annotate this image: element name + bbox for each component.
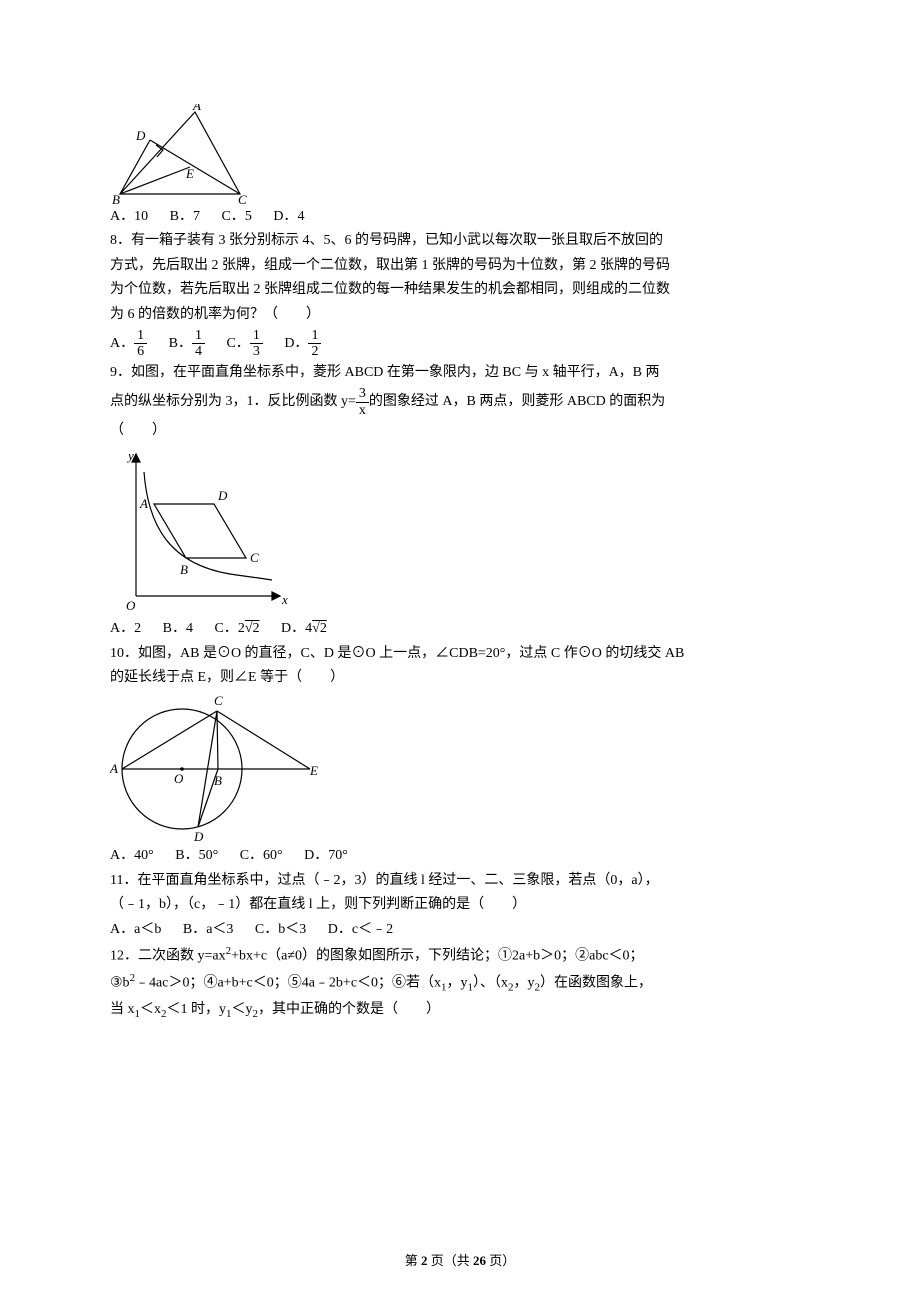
q12-block: 12．二次函数 y=ax2+bx+c（a≠0）的图象如图所示，下列结论；①2a+… xyxy=(110,943,810,1023)
q10-label-B: B xyxy=(214,773,222,788)
q11-choice-A: A．a＜b xyxy=(110,919,161,941)
q10-label-O: O xyxy=(174,771,184,786)
q12-line1: 12．二次函数 y=ax2+bx+c（a≠0）的图象如图所示，下列结论；①2a+… xyxy=(110,943,810,968)
q9-label-C: C xyxy=(250,550,259,565)
q7-choice-B: B．7 xyxy=(170,206,200,228)
q7-diagram: A B C D E xyxy=(110,104,250,204)
page-footer: 第 2 页（共 26 页） xyxy=(0,1251,920,1272)
q9-line2: 点的纵坐标分别为 3，1．反比例函数 y=3x的图象经过 A，B 两点，则菱形 … xyxy=(110,386,810,418)
q9-choices: A．2 B．4 C．2√2 D．4√2 xyxy=(110,618,810,640)
q8-line1: 8．有一箱子装有 3 张分别标示 4、5、6 的号码牌，已知小武以每次取一张且取… xyxy=(110,230,810,252)
q11-choice-B: B．a＜3 xyxy=(183,919,234,941)
q9-line1: 9．如图，在平面直角坐标系中，菱形 ABCD 在第一象限内，边 BC 与 x 轴… xyxy=(110,362,810,384)
q9-label-B: B xyxy=(180,562,188,577)
q7-label-E: E xyxy=(185,166,194,181)
q12-line2: ③b2﹣4ac＞0；④a+b+c＜0；⑤4a﹣2b+c＜0；⑥若（x1，y1）、… xyxy=(110,970,810,997)
q10-choice-C: C．60° xyxy=(240,845,283,867)
q7-block: A B C D E A．10 B．7 C．5 D．4 xyxy=(110,104,810,228)
q7-label-C: C xyxy=(238,192,247,204)
q9-label-x: x xyxy=(281,592,288,607)
q9-label-D: D xyxy=(217,488,228,503)
q9-block: 9．如图，在平面直角坐标系中，菱形 ABCD 在第一象限内，边 BC 与 x 轴… xyxy=(110,362,810,641)
q8-choice-D: D．12 xyxy=(284,328,321,360)
q12-line3: 当 x1＜x2＜1 时，y1＜y2，其中正确的个数是（ ） xyxy=(110,999,810,1023)
q10-label-C: C xyxy=(214,693,223,708)
q10-label-E: E xyxy=(309,763,318,778)
q9-choice-D: D．4√2 xyxy=(281,618,327,640)
q10-label-D: D xyxy=(193,829,204,843)
q9-line3: （ ） xyxy=(110,420,810,442)
q7-choice-C: C．5 xyxy=(221,206,251,228)
q11-choice-C: C．b＜3 xyxy=(255,919,306,941)
q10-choice-B: B．50° xyxy=(175,845,218,867)
q9-choice-C: C．2√2 xyxy=(214,618,259,640)
q7-label-B: B xyxy=(112,192,120,204)
q10-diagram: A B E C D O xyxy=(110,693,320,843)
q10-line2: 的延长线于点 E，则∠E 等于（ ） xyxy=(110,667,810,689)
q11-choice-D: D．c＜﹣2 xyxy=(328,919,393,941)
q7-choice-A: A．10 xyxy=(110,206,148,228)
q9-label-y: y xyxy=(126,448,134,463)
q9-diagram: A B C D O x y xyxy=(110,446,290,616)
q10-choices: A．40° B．50° C．60° D．70° xyxy=(110,845,810,867)
q8-choice-A: A．16 xyxy=(110,328,147,360)
q11-line2: （﹣1，b），（c，﹣1）都在直线 l 上，则下列判断正确的是（ ） xyxy=(110,894,810,916)
q9-choice-B: B．4 xyxy=(163,618,193,640)
q11-choices: A．a＜b B．a＜3 C．b＜3 D．c＜﹣2 xyxy=(110,919,810,941)
q8-choices: A．16 B．14 C．13 D．12 xyxy=(110,328,810,360)
q7-choice-D: D．4 xyxy=(273,206,304,228)
q8-block: 8．有一箱子装有 3 张分别标示 4、5、6 的号码牌，已知小武以每次取一张且取… xyxy=(110,230,810,359)
q10-block: 10．如图，AB 是⊙O 的直径，C、D 是⊙O 上一点，∠CDB=20°，过点… xyxy=(110,643,810,868)
q8-line2: 方式，先后取出 2 张牌，组成一个二位数，取出第 1 张牌的号码为十位数，第 2… xyxy=(110,255,810,277)
q7-choices: A．10 B．7 C．5 D．4 xyxy=(110,206,810,228)
page-container: A B C D E A．10 B．7 C．5 D．4 8．有一箱子装有 3 张分… xyxy=(0,0,920,1302)
q7-label-D: D xyxy=(135,128,146,143)
q8-choice-C: C．13 xyxy=(226,328,262,360)
q10-label-A: A xyxy=(110,761,118,776)
q10-line1: 10．如图，AB 是⊙O 的直径，C、D 是⊙O 上一点，∠CDB=20°，过点… xyxy=(110,643,810,665)
q9-choice-A: A．2 xyxy=(110,618,141,640)
q8-line4: 为 6 的倍数的机率为何？（ ） xyxy=(110,304,810,326)
q11-line1: 11．在平面直角坐标系中，过点（﹣2，3）的直线 l 经过一、二、三象限，若点（… xyxy=(110,870,810,892)
q11-block: 11．在平面直角坐标系中，过点（﹣2，3）的直线 l 经过一、二、三象限，若点（… xyxy=(110,870,810,941)
q8-line3: 为个位数，若先后取出 2 张牌组成二位数的每一种结果发生的机会都相同，则组成的二… xyxy=(110,279,810,301)
q7-label-A: A xyxy=(192,104,201,113)
q10-choice-A: A．40° xyxy=(110,845,154,867)
q10-choice-D: D．70° xyxy=(304,845,348,867)
q9-label-A: A xyxy=(139,496,148,511)
q9-label-O: O xyxy=(126,598,136,613)
q8-choice-B: B．14 xyxy=(169,328,205,360)
